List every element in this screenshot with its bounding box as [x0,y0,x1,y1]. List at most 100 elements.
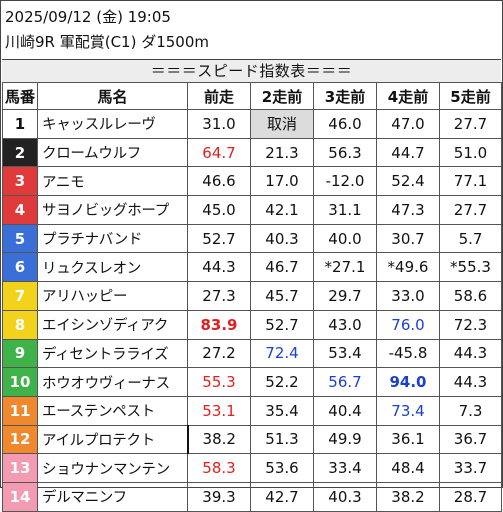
table-row: 4 サヨノビッグホープ 45.0 42.1 31.1 47.3 27.7 [2,195,502,225]
speed-index-cell: 35.4 [250,395,314,426]
speed-index-cell: 5.7 [439,223,502,254]
table-row: 5 プラチナバンド 52.7 40.3 40.0 30.7 5.7 [2,223,502,254]
speed-index-cell: 39.3 [187,481,251,512]
horse-name: エーステンペスト [37,395,188,426]
horse-number: 6 [2,252,38,283]
horse-name: キャッスルレーヴ [37,109,188,139]
table-row: 10 ホウオウヴィーナス 55.3 52.2 56.7 94.0 44.3 [2,367,502,397]
table-banner: ＝＝＝スピード指数表＝＝＝ [2,59,501,82]
col-header-5th: 5走前 [439,82,502,110]
horse-number: 11 [2,395,38,426]
table-row: 2 クロームウルフ 64.7 21.3 56.3 44.7 51.0 [2,137,502,168]
speed-index-cell: 38.2 [187,424,251,455]
speed-index-cell: 51.0 [439,137,502,168]
speed-index-cell: 31.0 [187,109,251,139]
speed-index-cell: -45.8 [376,338,440,369]
speed-index-cell: 44.3 [439,367,502,397]
speed-index-cell: 42.7 [250,481,314,512]
speed-index-cell: 47.3 [376,195,440,225]
table-row: 12 アイルプロテクト 38.2 51.3 49.9 36.1 36.7 [2,424,502,455]
speed-index-cell: 29.7 [313,281,377,311]
speed-index-cell: -12.0 [313,166,377,197]
speed-index-cell: 53.4 [313,338,377,369]
speed-index-cell: 46.6 [187,166,251,197]
table-row: 9 ディセントラライズ 27.2 72.4 53.4 -45.8 44.3 [2,338,502,369]
horse-name: アリハッピー [37,281,188,311]
speed-index-cell: 52.4 [376,166,440,197]
horse-name: ディセントラライズ [37,338,188,369]
speed-index-cell: 28.7 [439,481,502,512]
speed-index-cell: 17.0 [250,166,314,197]
speed-index-cell: 36.7 [439,424,502,455]
speed-index-cell: *49.6 [376,252,440,283]
speed-index-cell: 46.7 [250,252,314,283]
horse-number: 2 [2,137,38,168]
col-header-2nd: 2走前 [250,82,314,110]
horse-name: リュクスレオン [37,252,188,283]
speed-index-cell: 40.3 [250,223,314,254]
speed-index-cell: 38.2 [376,481,440,512]
horse-number: 1 [2,109,38,139]
table-row: 6 リュクスレオン 44.3 46.7 *27.1 *49.6 *55.3 [2,252,502,283]
speed-index-cell: 45.7 [250,281,314,311]
speed-index-table: 馬番 馬名 前走 2走前 3走前 4走前 5走前 1 キャッスルレーヴ 31.0 取消… [2,82,502,512]
speed-index-cell: 33.7 [439,453,502,483]
speed-index-cell: 44.3 [439,338,502,369]
speed-index-cell: 49.9 [313,424,377,455]
speed-index-cell: 53.6 [250,453,314,483]
speed-index-cell: 取消 [250,109,314,139]
speed-index-cell: 76.0 [376,309,440,340]
speed-index-cell: 27.2 [187,338,251,369]
speed-index-cell: 48.4 [376,453,440,483]
col-header-last: 前走 [187,82,251,110]
speed-index-cell: 33.0 [376,281,440,311]
speed-index-cell: 27.7 [439,109,502,139]
speed-index-cell: *27.1 [313,252,377,283]
speed-index-cell: 94.0 [376,367,440,397]
horse-name: デルマニンフ [37,481,188,512]
speed-index-cell: 44.7 [376,137,440,168]
horse-name: エイシンゾディアク [37,309,188,340]
speed-index-cell: 56.7 [313,367,377,397]
horse-number: 13 [2,453,38,483]
speed-index-cell: 21.3 [250,137,314,168]
speed-index-cell: 42.1 [250,195,314,225]
horse-number: 7 [2,281,38,311]
speed-index-cell: 56.3 [313,137,377,168]
race-title: 川崎9R 軍配賞(C1) ダ1500m [5,33,210,51]
speed-index-cell: 36.1 [376,424,440,455]
speed-index-cell: 31.1 [313,195,377,225]
speed-index-cell: 52.7 [187,223,251,254]
horse-name: プラチナバンド [37,223,188,254]
table-row: 11 エーステンペスト 53.1 35.4 40.4 73.4 7.3 [2,395,502,426]
speed-index-cell: 52.7 [250,309,314,340]
table-row: 14 デルマニンフ 39.3 42.7 40.3 38.2 28.7 [2,481,502,512]
horse-number: 14 [2,481,38,512]
table-row: 3 アニモ 46.6 17.0 -12.0 52.4 77.1 [2,166,502,197]
speed-index-cell: 55.3 [187,367,251,397]
speed-index-cell: 40.3 [313,481,377,512]
table-row: 1 キャッスルレーヴ 31.0 取消 46.0 47.0 27.7 [2,109,502,139]
speed-index-cell: 64.7 [187,137,251,168]
speed-index-cell: 27.3 [187,281,251,311]
speed-index-cell: 73.4 [376,395,440,426]
col-header-3rd: 3走前 [313,82,377,110]
header-row: 馬番 馬名 前走 2走前 3走前 4走前 5走前 [2,82,502,110]
speed-index-cell: 72.4 [250,338,314,369]
speed-index-cell: 46.0 [313,109,377,139]
speed-index-cell: 40.0 [313,223,377,254]
speed-index-cell: 83.9 [187,309,251,340]
horse-number: 5 [2,223,38,254]
horse-number: 3 [2,166,38,197]
horse-number: 12 [2,424,38,455]
horse-name: ホウオウヴィーナス [37,367,188,397]
speed-index-cell: 44.3 [187,252,251,283]
horse-number: 10 [2,367,38,397]
speed-index-cell: 7.3 [439,395,502,426]
table-row: 8 エイシンゾディアク 83.9 52.7 43.0 76.0 72.3 [2,309,502,340]
speed-index-cell: 27.7 [439,195,502,225]
speed-index-cell: 58.3 [187,453,251,483]
speed-index-cell: 30.7 [376,223,440,254]
table-row: 7 アリハッピー 27.3 45.7 29.7 33.0 58.6 [2,281,502,311]
